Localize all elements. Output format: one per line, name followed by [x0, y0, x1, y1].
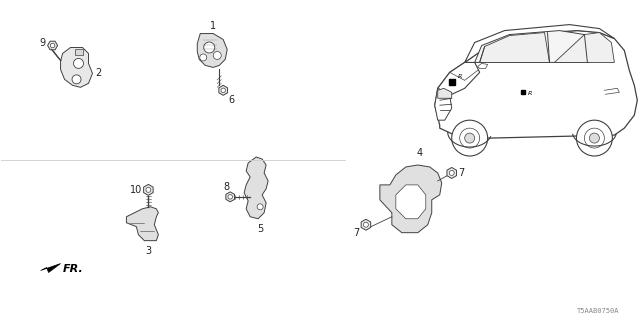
Polygon shape — [447, 167, 456, 179]
Text: 3: 3 — [145, 246, 152, 256]
Polygon shape — [438, 62, 479, 95]
Circle shape — [577, 120, 612, 156]
Circle shape — [51, 43, 55, 48]
Polygon shape — [435, 88, 452, 120]
Text: FR.: FR. — [63, 264, 83, 274]
Circle shape — [213, 52, 221, 60]
Text: 2: 2 — [95, 68, 102, 78]
Circle shape — [146, 188, 151, 192]
Circle shape — [452, 120, 488, 156]
Polygon shape — [127, 207, 158, 241]
Text: 6: 6 — [228, 95, 234, 105]
Text: R: R — [527, 91, 532, 96]
Polygon shape — [477, 63, 488, 68]
Bar — [74, 50, 83, 55]
Polygon shape — [438, 88, 452, 98]
Polygon shape — [380, 165, 442, 233]
Text: T5AAB0750A: T5AAB0750A — [577, 308, 620, 314]
Polygon shape — [244, 157, 268, 219]
Text: 10: 10 — [131, 185, 143, 195]
Text: 7: 7 — [353, 228, 359, 238]
Circle shape — [257, 204, 263, 210]
Text: R: R — [458, 74, 462, 79]
Circle shape — [460, 128, 479, 148]
Circle shape — [74, 59, 83, 68]
Circle shape — [228, 195, 232, 199]
Circle shape — [204, 42, 215, 53]
Circle shape — [221, 88, 225, 92]
Polygon shape — [226, 192, 234, 202]
Text: 5: 5 — [257, 224, 263, 234]
Polygon shape — [465, 25, 614, 62]
Polygon shape — [219, 85, 228, 95]
Text: 4: 4 — [417, 148, 423, 158]
Text: 1: 1 — [210, 20, 216, 31]
Text: 9: 9 — [40, 37, 45, 47]
Polygon shape — [479, 33, 550, 62]
Polygon shape — [143, 184, 153, 195]
Polygon shape — [61, 47, 93, 87]
Polygon shape — [40, 264, 61, 273]
Circle shape — [449, 171, 454, 175]
Circle shape — [72, 75, 81, 84]
Circle shape — [465, 133, 475, 143]
Text: 8: 8 — [223, 182, 229, 192]
Polygon shape — [475, 31, 595, 62]
Text: 7: 7 — [459, 168, 465, 178]
Circle shape — [364, 222, 369, 227]
Polygon shape — [47, 41, 58, 50]
Circle shape — [200, 54, 207, 61]
Polygon shape — [361, 219, 371, 230]
Polygon shape — [197, 34, 227, 68]
Polygon shape — [396, 185, 426, 219]
Polygon shape — [435, 31, 637, 138]
Circle shape — [584, 128, 604, 148]
Circle shape — [589, 133, 600, 143]
Polygon shape — [554, 33, 614, 62]
